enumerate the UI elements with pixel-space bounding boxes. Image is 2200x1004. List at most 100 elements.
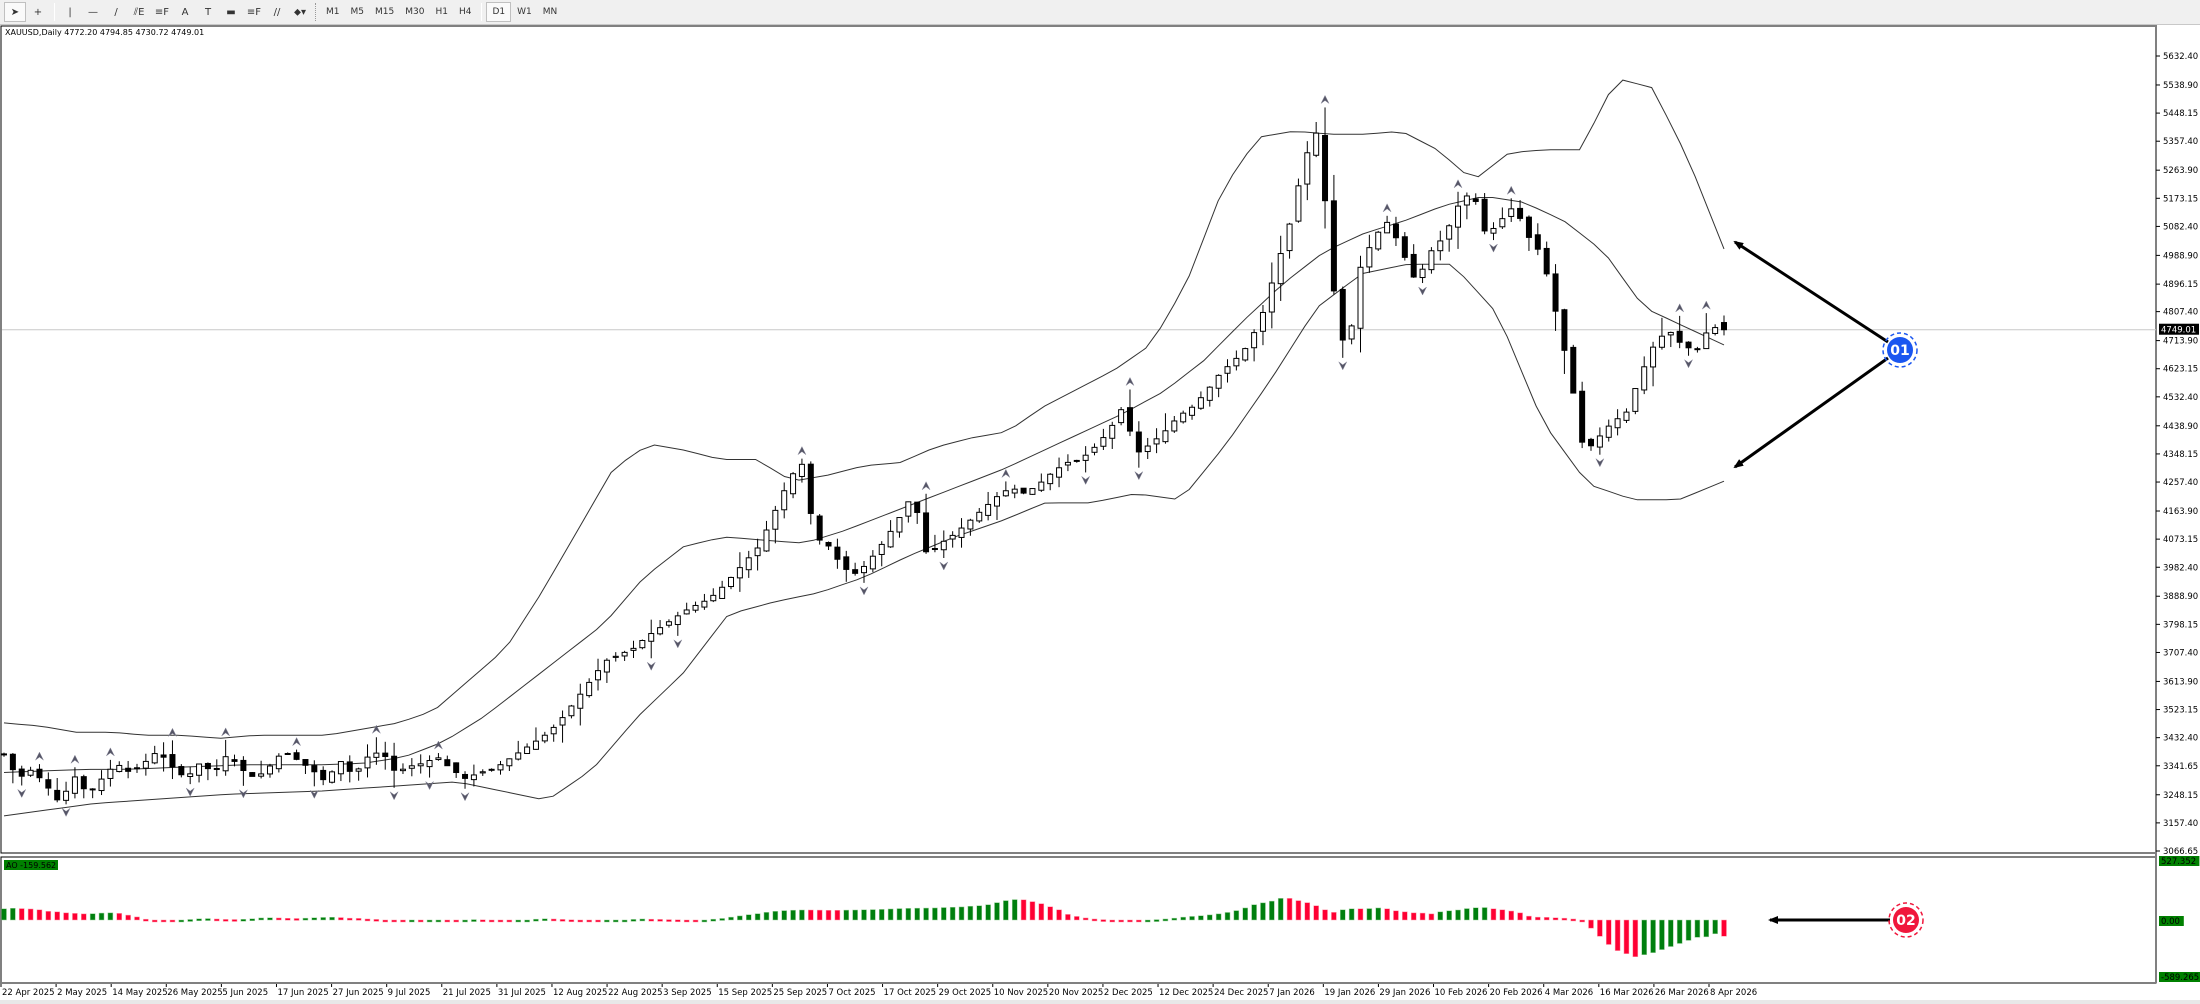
ao-bar-up xyxy=(1003,900,1009,921)
ao-bar-up xyxy=(409,919,415,923)
ao-bar-up xyxy=(737,915,743,921)
timeframe-h1-button[interactable]: H1 xyxy=(435,7,448,17)
ao-bar-up xyxy=(745,914,752,921)
timeframe-d1-button[interactable]: D1 xyxy=(486,2,512,22)
ao-bar-up xyxy=(1251,904,1257,921)
fractal-down-icon xyxy=(460,792,470,802)
ao-bar-up xyxy=(1340,909,1346,921)
timeframe-m15-button[interactable]: M15 xyxy=(375,7,395,17)
text-label-tool-button[interactable]: T xyxy=(197,2,219,22)
time-tick-label: 20 Feb 2026 xyxy=(1490,988,1543,998)
bull-candle-body xyxy=(196,763,203,776)
main-price-pane[interactable] xyxy=(0,25,2157,854)
candle xyxy=(275,753,282,773)
chart-canvas[interactable]: 5632.40 5538.90 5448.15 5357.40 5263.90 5173.… xyxy=(0,25,2200,1004)
rectangle-icon: ▬ xyxy=(226,6,236,18)
candle xyxy=(1259,304,1266,346)
candle xyxy=(1667,331,1674,348)
ao-bar-down xyxy=(1579,919,1585,923)
bull-candle-body xyxy=(1047,473,1054,485)
candle xyxy=(80,774,87,799)
ao-bar-up xyxy=(1375,907,1381,921)
fibo-expansion-tool-button[interactable]: ⫽E xyxy=(128,2,150,22)
price-tick-label: 4257.40 xyxy=(2163,478,2198,488)
candle xyxy=(1561,308,1568,374)
ao-bar-down xyxy=(825,910,832,921)
bear-candle-body xyxy=(923,512,930,553)
candle xyxy=(160,742,167,772)
ao-bar-down xyxy=(1109,919,1115,923)
time-tick-label: 10 Nov 2025 xyxy=(994,988,1048,998)
ao-bar-down xyxy=(1570,918,1577,922)
timeframe-m30-button[interactable]: M30 xyxy=(405,7,425,17)
cursor-tool-button[interactable]: ➤ xyxy=(4,2,26,22)
candle xyxy=(125,760,132,779)
ao-bar-down xyxy=(1419,912,1426,921)
vertical-line-tool-button[interactable]: | xyxy=(59,2,81,22)
trendline-tool-button[interactable]: / xyxy=(105,2,127,22)
candle xyxy=(976,507,983,523)
ao-bar-up xyxy=(958,906,965,921)
bull-candle-body xyxy=(621,651,628,657)
fractal-down-icon xyxy=(389,791,399,801)
bear-candle-body xyxy=(204,762,211,770)
bull-candle-body xyxy=(639,640,646,649)
bull-candle-body xyxy=(985,503,992,516)
ao-bar-up xyxy=(1446,910,1452,921)
candle xyxy=(1517,200,1524,222)
bull-candle-body xyxy=(1082,454,1089,461)
bear-candle-body xyxy=(444,759,451,767)
timeframe-w1-button[interactable]: W1 xyxy=(517,7,532,17)
ao-bar-up xyxy=(1659,919,1665,950)
candle xyxy=(781,482,788,519)
channel-tool-button[interactable]: // xyxy=(266,2,288,22)
timeframe-mn-button[interactable]: MN xyxy=(542,7,558,17)
ao-bar-up xyxy=(1189,916,1195,921)
ao-bar-up xyxy=(639,918,646,922)
bear-candle-body xyxy=(54,789,61,801)
ao-bar-up xyxy=(604,919,610,923)
time-tick-label: 19 Jan 2026 xyxy=(1324,988,1375,998)
ao-bar-up xyxy=(89,913,96,921)
candle xyxy=(532,727,539,750)
bull-candle-body xyxy=(1091,446,1098,453)
ao-bar-down xyxy=(1065,914,1071,921)
bull-candle-body xyxy=(435,757,442,761)
candle xyxy=(949,531,956,548)
rectangle-tool-button[interactable]: ▬ xyxy=(220,2,242,22)
horizontal-line-tool-button[interactable]: — xyxy=(82,2,104,22)
timeframe-m1-button[interactable]: M1 xyxy=(326,7,340,17)
time-axis[interactable]: 22 Apr 2025 2 May 2025 14 May 2025 26 May 2… xyxy=(0,983,1757,998)
fibo-retracement-tool-button[interactable]: ≡F xyxy=(151,2,173,22)
timeframe-h4-button[interactable]: H4 xyxy=(458,7,472,17)
bull-candle-body xyxy=(116,764,123,773)
bull-candle-body xyxy=(1073,459,1080,462)
time-tick-label: 12 Dec 2025 xyxy=(1159,988,1213,998)
arrows-dropdown-tool-button[interactable]: ⬥▾ xyxy=(289,2,311,22)
price-axis[interactable]: 5632.40 5538.90 5448.15 5357.40 5263.90 5173.… xyxy=(2156,52,2198,857)
ao-axis-badge xyxy=(2159,856,2200,866)
toolbar-grip[interactable] xyxy=(315,3,318,21)
candle xyxy=(914,501,921,524)
ao-bar-down xyxy=(116,913,123,921)
ao-bar-up xyxy=(533,918,539,922)
time-tick-label: 26 May 2025 xyxy=(167,988,222,998)
candle xyxy=(515,740,522,761)
text-tool-button[interactable]: A xyxy=(174,2,196,22)
bull-candle-body xyxy=(266,765,273,775)
candle xyxy=(399,763,406,774)
candle xyxy=(453,762,460,778)
chart-window[interactable]: 5632.40 5538.90 5448.15 5357.40 5263.90 5173.… xyxy=(0,25,2200,1004)
candle xyxy=(843,550,850,582)
crosshair-tool-button[interactable]: + xyxy=(27,2,49,22)
candle xyxy=(1135,421,1142,468)
ao-bar-down xyxy=(1100,919,1107,922)
candle xyxy=(612,652,619,662)
timeframe-m5-button[interactable]: M5 xyxy=(350,7,365,17)
text-label-icon: T xyxy=(204,6,212,18)
price-tick-label: 5632.40 xyxy=(2163,52,2198,62)
candle xyxy=(1109,421,1116,449)
fibo-fan-tool-button[interactable]: ≡F xyxy=(243,2,265,22)
bull-candle-body xyxy=(869,555,876,570)
bull-candle-body xyxy=(790,473,797,495)
